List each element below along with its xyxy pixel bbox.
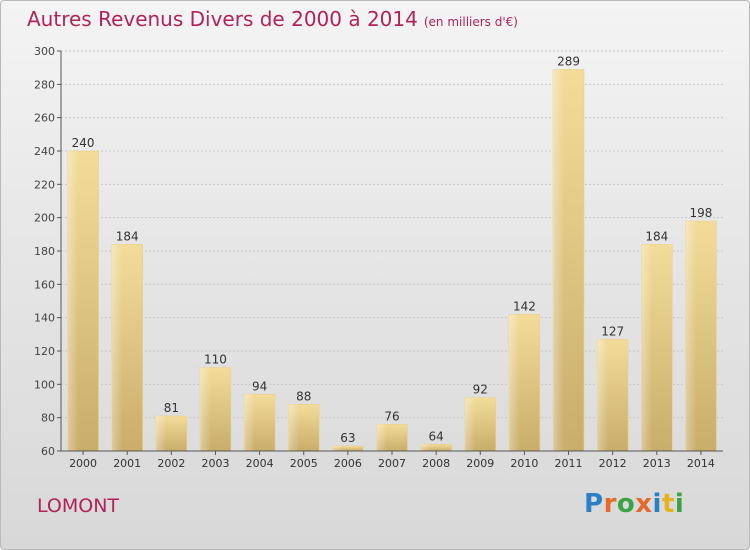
y-tick-label: 220	[34, 178, 55, 191]
data-label: 94	[252, 379, 267, 393]
bar-highlight	[597, 339, 629, 451]
data-label: 289	[557, 54, 580, 68]
y-tick-label: 280	[34, 78, 55, 91]
logo-letter: o	[616, 489, 636, 519]
bar-highlight	[111, 244, 143, 451]
y-tick-label: 260	[34, 112, 55, 125]
bar-highlight	[508, 314, 540, 451]
proxiti-logo: Proxiti	[584, 489, 684, 519]
data-label: 240	[72, 136, 95, 150]
y-tick-label: 200	[34, 212, 55, 225]
data-label: 63	[340, 431, 355, 445]
x-tick-label: 2007	[378, 457, 406, 470]
bar-highlight	[67, 151, 99, 451]
y-tick-label: 300	[34, 45, 55, 58]
logo-letter: r	[603, 489, 617, 519]
bar-highlight	[200, 367, 231, 451]
x-tick-label: 2005	[290, 457, 318, 470]
y-tick-label: 180	[34, 245, 55, 258]
chart-title-unit: (en milliers d'€)	[423, 15, 518, 29]
data-label: 76	[384, 409, 399, 423]
x-tick-label: 2006	[334, 457, 362, 470]
y-tick-label: 240	[34, 145, 55, 158]
y-tick-label: 140	[34, 312, 55, 325]
bar-highlight	[376, 424, 408, 451]
data-label: 110	[204, 353, 227, 367]
x-tick-label: 2013	[643, 457, 671, 470]
chart-title: Autres Revenus Divers de 2000 à 2014 (en …	[27, 7, 518, 31]
data-label: 127	[601, 324, 624, 338]
data-label: 92	[473, 383, 488, 397]
axis-layer: 60 80 100 120 140 160 180 200 220 240 260 280 300 200…	[34, 45, 723, 470]
x-tick-label: 2012	[599, 457, 627, 470]
bar-highlight	[464, 397, 496, 451]
data-label: 184	[645, 229, 668, 243]
bar-highlight	[332, 446, 364, 451]
bar-highlight	[155, 416, 187, 451]
x-tick-label: 2002	[157, 457, 185, 470]
data-label: 184	[116, 229, 139, 243]
x-tick-label: 2008	[422, 457, 450, 470]
data-label: 81	[164, 401, 179, 415]
data-label: 88	[296, 389, 311, 403]
x-tick-label: 2004	[246, 457, 274, 470]
x-tick-label: 2009	[466, 457, 494, 470]
logo-letter: i	[674, 489, 685, 519]
y-tick-label: 100	[34, 378, 55, 391]
x-tick-label: 2010	[510, 457, 538, 470]
y-tick-label: 120	[34, 345, 55, 358]
commune-name: LOMONT	[37, 495, 120, 517]
bar-highlight	[244, 394, 276, 451]
bar-highlight	[288, 404, 320, 451]
x-tick-label: 2001	[113, 457, 141, 470]
data-label: 64	[428, 429, 443, 443]
logo-letter: x	[635, 489, 653, 519]
bars-layer: 240 184 81 110 94 88 63 76 64 92 142 289 127 184 198	[67, 54, 717, 452]
logo-letter: P	[584, 489, 604, 519]
y-tick-label: 160	[34, 278, 55, 291]
x-tick-label: 2014	[687, 457, 715, 470]
logo-letter: t	[661, 489, 675, 519]
x-tick-label: 2000	[69, 457, 97, 470]
y-tick-label: 60	[41, 445, 55, 458]
chart-title-main: Autres Revenus Divers de 2000 à 2014	[27, 7, 418, 31]
x-tick-label: 2011	[555, 457, 583, 470]
y-tick-label: 80	[41, 412, 55, 425]
bar-highlight	[685, 221, 717, 451]
data-label: 198	[689, 206, 712, 220]
bar-highlight	[553, 69, 584, 451]
x-tick-label: 2003	[201, 457, 229, 470]
bar-highlight	[420, 444, 452, 451]
logo-letter: i	[652, 489, 662, 519]
data-label: 142	[513, 299, 536, 313]
bar-highlight	[641, 244, 673, 451]
